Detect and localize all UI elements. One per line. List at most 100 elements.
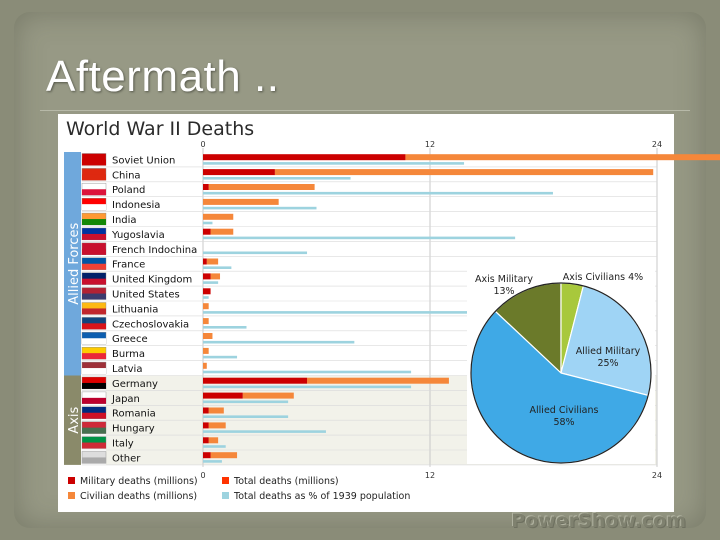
bar-military	[203, 169, 275, 176]
legend-swatch	[68, 492, 75, 499]
flag-icon-stripe	[82, 412, 106, 419]
flag-icon-stripe	[82, 189, 106, 196]
bar-civilian	[307, 377, 449, 384]
flag-icon-stripe	[82, 233, 106, 240]
watermark: PowerShow.com	[511, 510, 686, 532]
group-label-axis: Axis	[67, 406, 82, 433]
bar-military	[203, 392, 243, 399]
bar-civilian	[203, 362, 207, 369]
pie-label: Axis Civilians 4%	[563, 272, 643, 283]
bar-percent	[203, 460, 222, 463]
bar-civilian	[208, 437, 219, 444]
bar-military	[203, 184, 209, 190]
flag-icon-stripe	[82, 219, 106, 225]
bar-percent	[203, 206, 317, 210]
bar-percent	[203, 296, 209, 299]
bar-military	[203, 273, 211, 280]
bar-percent	[203, 251, 308, 255]
bar-percent	[203, 445, 226, 448]
bar-military	[203, 452, 211, 459]
slide-title: Aftermath ..	[46, 52, 280, 101]
flag-icon-stripe	[82, 308, 106, 315]
country-label: Lithuania	[112, 304, 158, 315]
legend-label: Total deaths as % of 1939 population	[233, 491, 410, 502]
flag-icon-stripe	[82, 293, 106, 300]
bar-percent	[203, 385, 412, 389]
bar-military	[203, 437, 209, 444]
bar-civilian	[203, 198, 279, 205]
bar-percent	[203, 326, 247, 329]
pie-label: Axis Military	[475, 274, 533, 285]
flag-icon-stripe	[82, 159, 106, 166]
title-divider	[40, 110, 690, 111]
country-label: Burma	[112, 349, 145, 360]
country-label: United Kingdom	[112, 275, 192, 286]
pie-label: Allied Civilians	[530, 405, 599, 416]
flag-icon-stripe	[82, 368, 106, 374]
bar-military	[203, 228, 211, 235]
bar-civilian	[206, 258, 219, 265]
x-tick-top: 0	[200, 140, 205, 149]
bar-military	[203, 422, 209, 429]
country-label: Japan	[111, 394, 140, 405]
flag-icon-stripe	[82, 427, 106, 434]
country-label: Soviet Union	[112, 155, 175, 166]
flag-icon-stripe	[82, 338, 106, 345]
country-label: United States	[112, 290, 180, 301]
bar-civilian	[203, 347, 209, 354]
x-tick-top: 12	[425, 140, 435, 149]
bar-military	[203, 407, 209, 414]
legend-swatch	[68, 477, 75, 484]
country-label: Italy	[112, 439, 134, 450]
bar-percent	[203, 370, 412, 374]
x-tick-bottom: 24	[652, 471, 662, 480]
pie-label: Allied Military	[576, 346, 641, 357]
bar-military	[203, 154, 406, 161]
bar-percent	[203, 236, 516, 240]
bar-civilian	[203, 333, 213, 339]
flag-icon-stripe	[82, 397, 106, 404]
bar-percent	[203, 177, 351, 180]
bar-percent	[203, 355, 238, 359]
legend-label: Total deaths (millions)	[233, 476, 339, 487]
bar-military	[203, 258, 207, 265]
legend-swatch	[222, 492, 229, 499]
bar-percent	[203, 340, 355, 344]
bar-military	[203, 377, 308, 384]
pie-outline	[470, 282, 652, 464]
country-label: France	[112, 260, 145, 271]
bar-civilian	[210, 452, 238, 459]
bar-civilian	[208, 184, 315, 190]
bar-percent	[203, 430, 326, 433]
bar-percent	[203, 191, 553, 195]
bar-civilian	[405, 154, 720, 161]
flag-icon-stripe	[82, 457, 106, 464]
bar-percent	[203, 415, 289, 418]
bar-civilian	[203, 303, 209, 310]
chart-title: World War II Deaths	[66, 118, 255, 140]
legend-swatch	[222, 477, 229, 484]
flag-icon-stripe	[82, 278, 106, 285]
flag-icon-stripe	[82, 263, 106, 270]
bar-military	[203, 288, 211, 295]
country-label: Greece	[112, 334, 148, 345]
pie-value-label: 25%	[597, 358, 618, 369]
flag-icon-stripe	[82, 248, 106, 255]
bar-percent	[203, 311, 468, 314]
bar-percent	[203, 266, 232, 269]
bar-civilian	[203, 318, 209, 325]
legend-label: Civilian deaths (millions)	[80, 491, 197, 502]
x-tick-bottom: 12	[425, 471, 435, 480]
bar-civilian	[208, 407, 224, 414]
country-label: Indonesia	[112, 200, 160, 211]
country-label: Poland	[112, 185, 145, 196]
country-label: Latvia	[112, 364, 142, 375]
flag-icon-stripe	[82, 174, 106, 181]
flag-icon-stripe	[82, 323, 106, 330]
country-label: Romania	[112, 409, 156, 420]
bar-civilian	[210, 273, 221, 280]
pie-value-label: 58%	[553, 417, 574, 428]
group-band-axis	[64, 375, 81, 465]
country-label: India	[112, 215, 137, 226]
